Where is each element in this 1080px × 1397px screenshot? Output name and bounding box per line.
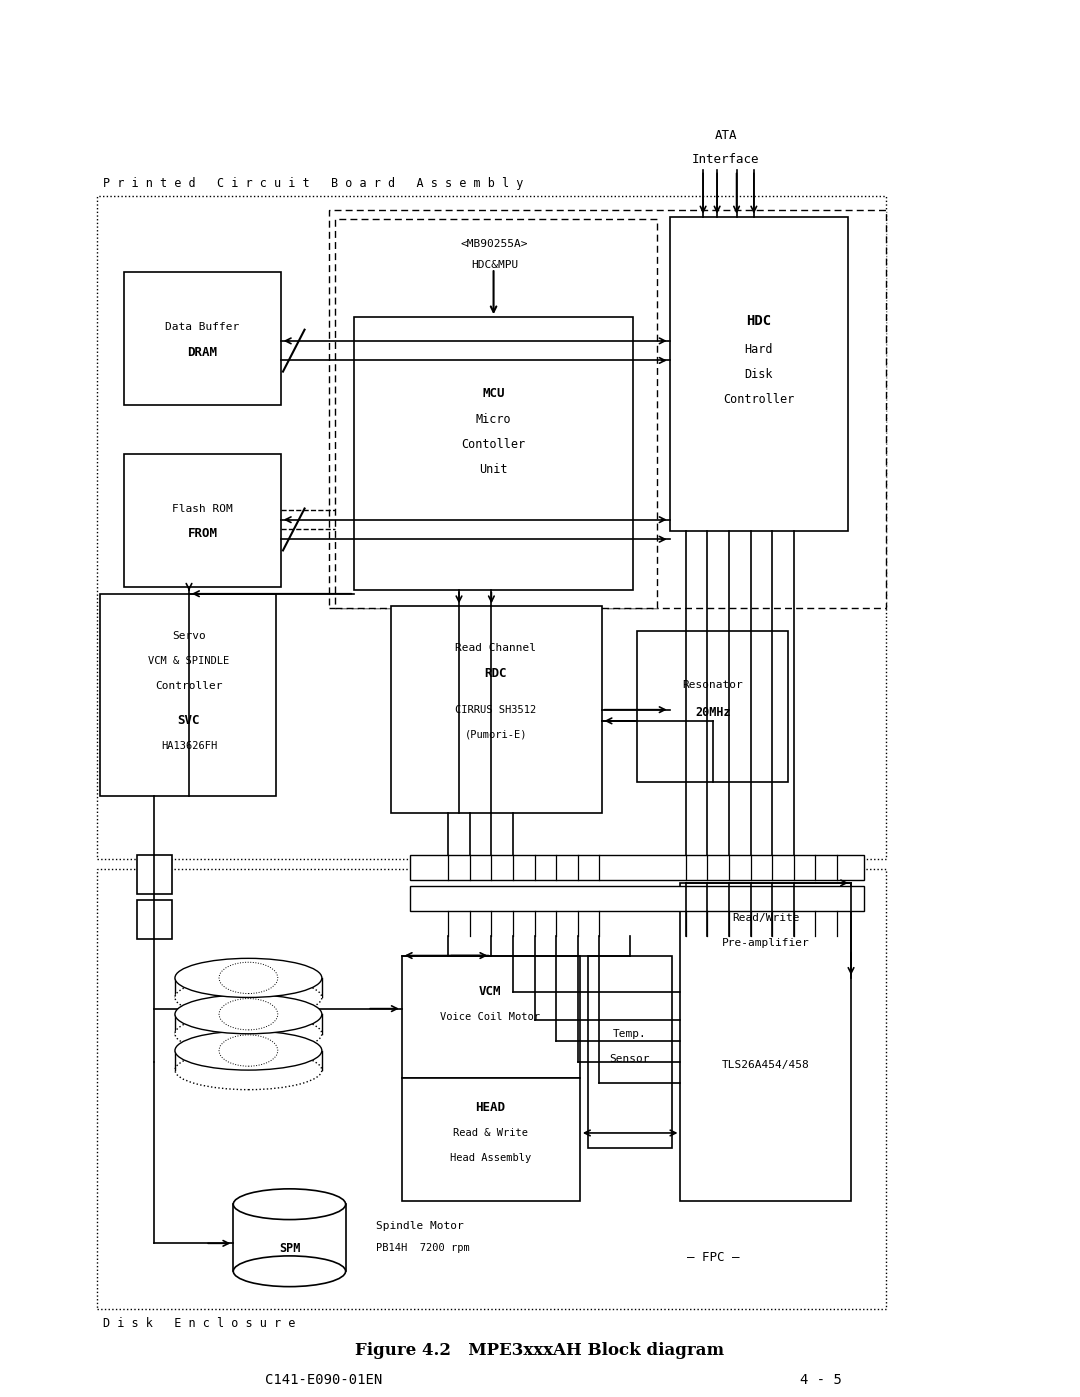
Text: Data Buffer: Data Buffer — [165, 321, 240, 332]
Text: TLS26A454/458: TLS26A454/458 — [721, 1059, 810, 1070]
Bar — [97, 869, 886, 1309]
Text: (Pumori-E): (Pumori-E) — [464, 729, 527, 740]
Text: C141-E090-01EN: C141-E090-01EN — [266, 1373, 382, 1387]
Text: Controller: Controller — [156, 680, 222, 692]
Text: HA13626FH: HA13626FH — [161, 740, 217, 752]
Bar — [402, 956, 580, 1078]
Text: Spindle Motor: Spindle Motor — [376, 1221, 463, 1231]
Text: Head Assembly: Head Assembly — [449, 1153, 531, 1164]
Text: D i s k   E n c l o s u r e: D i s k E n c l o s u r e — [103, 1317, 295, 1330]
Bar — [137, 900, 172, 939]
Text: VCM & SPINDLE: VCM & SPINDLE — [148, 655, 230, 666]
Ellipse shape — [175, 958, 322, 997]
Text: Contoller: Contoller — [461, 437, 526, 451]
Text: Read Channel: Read Channel — [456, 643, 537, 654]
Text: Pre-amplifier: Pre-amplifier — [721, 937, 810, 949]
Bar — [410, 886, 864, 911]
Bar — [588, 956, 672, 1148]
Bar — [137, 855, 172, 894]
Text: Controller: Controller — [724, 393, 794, 407]
Text: Read/Write: Read/Write — [732, 912, 799, 923]
Bar — [124, 454, 281, 587]
Text: DRAM: DRAM — [188, 345, 217, 359]
Text: 20MHz: 20MHz — [696, 705, 730, 719]
Text: Unit: Unit — [480, 462, 508, 476]
Ellipse shape — [175, 1051, 322, 1090]
Bar — [637, 631, 788, 782]
Text: SPM: SPM — [279, 1242, 300, 1256]
Text: Disk: Disk — [744, 367, 773, 381]
Text: RDC: RDC — [485, 666, 507, 680]
Bar — [335, 219, 657, 608]
Bar — [402, 1078, 580, 1201]
Text: VCM: VCM — [480, 985, 501, 999]
Bar — [680, 883, 851, 1201]
Text: CIRRUS SH3512: CIRRUS SH3512 — [455, 704, 537, 715]
Ellipse shape — [233, 1189, 346, 1220]
Bar — [97, 196, 886, 859]
Text: P r i n t e d   C i r c u i t   B o a r d   A s s e m b l y: P r i n t e d C i r c u i t B o a r d A … — [103, 177, 523, 190]
Text: D I S K: D I S K — [222, 960, 274, 974]
Bar — [124, 272, 281, 405]
Text: HDC&MPU: HDC&MPU — [471, 260, 518, 271]
Ellipse shape — [175, 1014, 322, 1053]
Text: SVC: SVC — [178, 714, 200, 728]
Bar — [100, 594, 276, 796]
Text: — FPC —: — FPC — — [687, 1250, 739, 1264]
Text: HEAD: HEAD — [475, 1101, 505, 1115]
Text: <MB90255A>: <MB90255A> — [461, 239, 528, 250]
Text: Voice Coil Motor: Voice Coil Motor — [441, 1011, 540, 1023]
Text: Temp.: Temp. — [612, 1028, 647, 1039]
Text: Servo: Servo — [172, 630, 206, 641]
Text: HDC: HDC — [746, 314, 771, 328]
Text: Read & Write: Read & Write — [453, 1127, 528, 1139]
Bar — [354, 317, 633, 590]
Bar — [391, 606, 602, 813]
Text: Micro: Micro — [476, 412, 511, 426]
Text: MCU: MCU — [483, 387, 504, 401]
Bar — [670, 217, 848, 531]
Text: 4 - 5: 4 - 5 — [800, 1373, 841, 1387]
Bar — [329, 210, 886, 608]
Text: Hard: Hard — [744, 342, 773, 356]
Text: ATA: ATA — [715, 129, 737, 142]
Ellipse shape — [175, 978, 322, 1017]
Text: Resonator: Resonator — [683, 679, 743, 690]
Text: Interface: Interface — [692, 152, 759, 166]
Bar — [410, 855, 864, 880]
Ellipse shape — [175, 995, 322, 1034]
Text: Sensor: Sensor — [609, 1053, 650, 1065]
Text: Figure 4.2   MPE3xxxAH Block diagram: Figure 4.2 MPE3xxxAH Block diagram — [355, 1343, 725, 1359]
Text: FROM: FROM — [188, 527, 217, 541]
Text: Flash ROM: Flash ROM — [172, 503, 233, 514]
Ellipse shape — [233, 1256, 346, 1287]
Text: PB14H  7200 rpm: PB14H 7200 rpm — [376, 1243, 470, 1253]
Ellipse shape — [175, 1031, 322, 1070]
